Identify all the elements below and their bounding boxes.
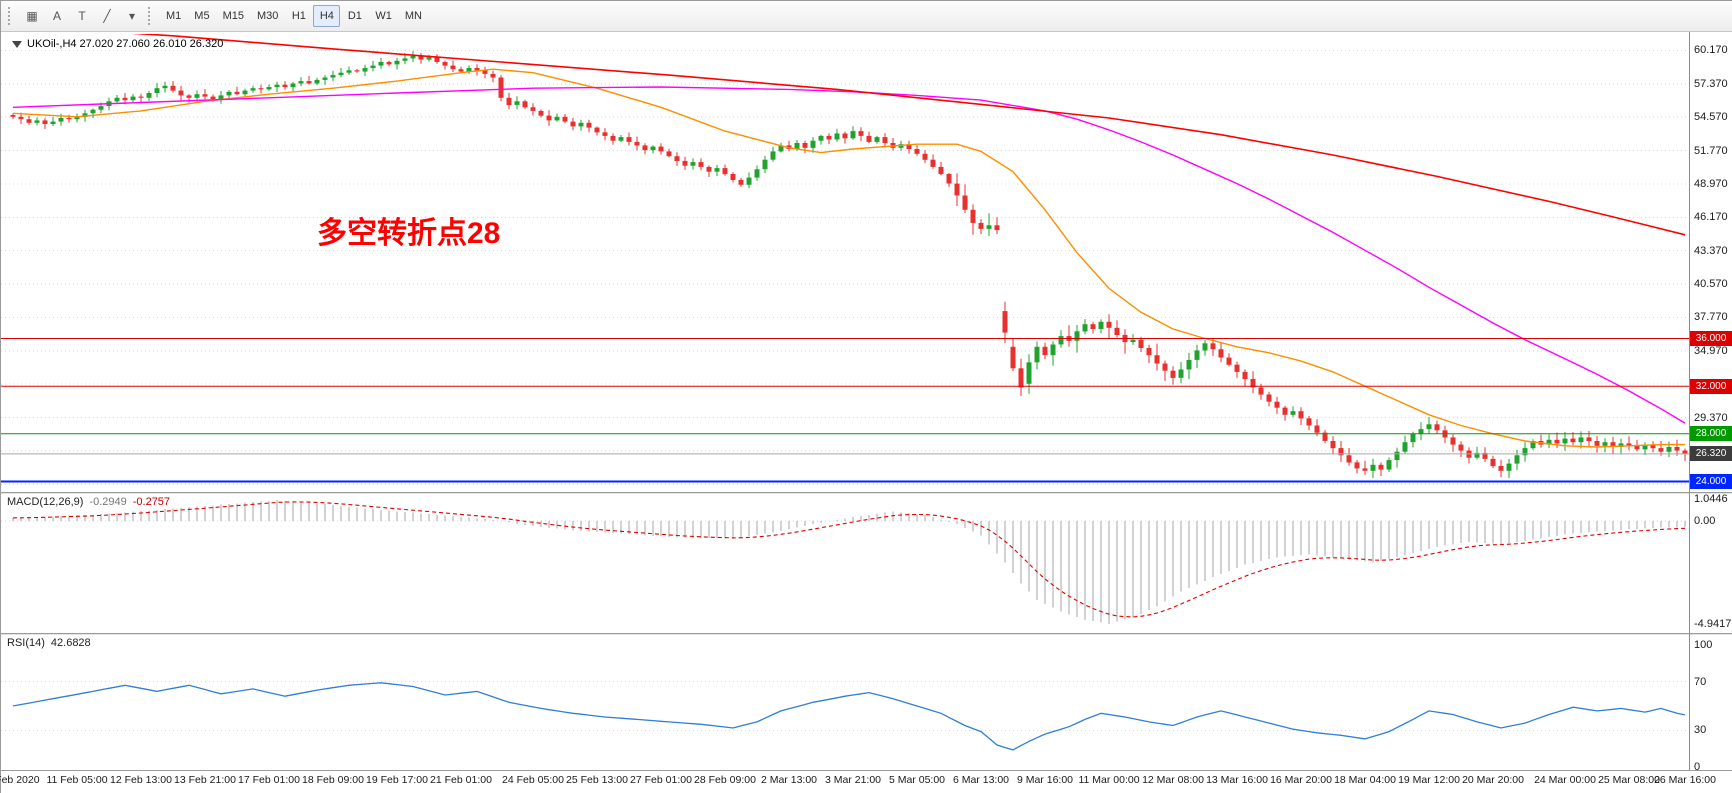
time-axis-label: 19 Feb 17:00	[366, 774, 428, 786]
tool-button-group: ▦ A T ╱ ▾	[20, 5, 144, 27]
pane-separator[interactable]	[1, 633, 1732, 635]
time-axis-label: 5 Mar 05:00	[888, 774, 946, 786]
toolbar-grip[interactable]	[148, 7, 153, 25]
price-axis-label: 46.170	[1694, 211, 1728, 224]
macd-pane[interactable]	[1, 494, 1689, 633]
time-axis-label: 18 Mar 04:00	[1334, 774, 1396, 786]
timeframe-button-m1[interactable]: M1	[166, 10, 182, 22]
time-axis-label: 6 Mar 13:00	[952, 774, 1010, 786]
time-axis-label: 28 Feb 09:00	[694, 774, 756, 786]
time-axis-label: 19 Mar 12:00	[1398, 774, 1460, 786]
time-axis-label: 11 Feb 05:00	[46, 774, 108, 786]
rsi-line	[12, 682, 1686, 751]
macd-name: MACD(12,26,9)	[7, 496, 84, 508]
time-axis-label: 27 Feb 01:00	[630, 774, 692, 786]
grid-icon[interactable]: ▦	[26, 9, 38, 23]
macd-value-main: -0.2949	[89, 496, 127, 508]
macd-axis-label: 1.0446	[1694, 493, 1728, 506]
toolbar: ▦ A T ╱ ▾ M1 M5 M15 M30 H1 H4 D1 W1 MN	[1, 1, 1732, 32]
macd-axis-label: 0.00	[1694, 515, 1716, 527]
price-scale-border	[1689, 32, 1690, 770]
time-axis-separator	[1, 770, 1732, 771]
line-studies-caret-icon[interactable]: ▾	[128, 9, 136, 23]
price-level-badge: 32.000	[1690, 378, 1732, 394]
timeframe-button-m15[interactable]: M15	[222, 10, 244, 22]
time-axis-label: 25 Feb 13:00	[566, 774, 628, 786]
time-axis-label: 2 Mar 13:00	[760, 774, 818, 786]
price-axis-label: 34.970	[1694, 344, 1728, 357]
macd-value-signal: -0.2757	[132, 496, 171, 508]
candlestick-series	[10, 51, 1688, 479]
current-price-badge: 26.320	[1690, 446, 1732, 462]
price-gridlines	[1, 49, 1689, 485]
price-level-badge: 36.000	[1690, 330, 1732, 346]
price-axis-label: 51.770	[1694, 144, 1728, 157]
price-axis-label: 57.370	[1694, 77, 1728, 90]
time-axis-label: 25 Mar 08:00	[1598, 774, 1660, 786]
pane-separator[interactable]	[1, 492, 1732, 494]
price-axis-label: 37.770	[1694, 311, 1728, 324]
timeframe-button-d1[interactable]: D1	[347, 10, 362, 22]
timeframe-button-h1[interactable]: H1	[291, 10, 306, 22]
rsi-indicator-label: RSI(14) 42.6828	[7, 637, 91, 649]
chart-region: UKOil-,H4 27.020 27.060 26.010 26.320 多空…	[0, 32, 1732, 793]
time-axis-label: 13 Mar 16:00	[1206, 774, 1268, 786]
symbol-ohlc-info: UKOil-,H4 27.020 27.060 26.010 26.320	[27, 38, 224, 50]
ma-slow-line	[131, 34, 1686, 236]
ma-medium-line	[12, 86, 1686, 424]
price-axis-label: 60.170	[1694, 44, 1728, 57]
time-axis-label: 20 Mar 20:00	[1462, 774, 1524, 786]
price-axis-label: 54.570	[1694, 111, 1728, 124]
rsi-value: 42.6828	[50, 637, 91, 649]
timeframe-button-mn[interactable]: MN	[404, 10, 422, 22]
time-axis-label: 18 Feb 09:00	[302, 774, 364, 786]
one-click-trading-icon[interactable]	[12, 41, 22, 48]
timeframe-button-m5[interactable]: M5	[194, 10, 210, 22]
time-axis-label: 24 Feb 05:00	[502, 774, 564, 786]
label-tool-icon[interactable]: A	[52, 9, 61, 23]
time-axis-label: 24 Mar 00:00	[1534, 774, 1596, 786]
timeframe-button-w1[interactable]: W1	[375, 10, 392, 22]
time-axis-label: 21 Feb 01:00	[430, 774, 492, 786]
main-chart-pane[interactable]	[1, 34, 1689, 492]
price-axis-label: 40.570	[1694, 278, 1728, 291]
rsi-axis-label: 100	[1694, 639, 1713, 651]
rsi-axis-label: 70	[1694, 675, 1707, 688]
price-axis-label: 43.370	[1694, 244, 1728, 257]
chart-text-annotation: 多空转折点28	[317, 217, 501, 250]
time-axis-label: 13 Feb 21:00	[174, 774, 236, 786]
time-axis-label: 9 Mar 16:00	[1016, 774, 1074, 786]
rsi-axis-label: 0	[1694, 761, 1701, 773]
rsi-name: RSI(14)	[7, 637, 45, 649]
toolbar-grip[interactable]	[8, 7, 13, 25]
line-studies-icon[interactable]: ╱	[103, 9, 111, 23]
timeframe-button-group: M1 M5 M15 M30 H1 H4 D1 W1 MN	[160, 5, 428, 27]
time-axis-label: 9 Feb 2020	[0, 774, 40, 786]
text-tool-icon[interactable]: T	[78, 9, 86, 23]
macd-signal-line	[12, 501, 1686, 618]
rsi-axis-label: 30	[1694, 724, 1707, 737]
macd-axis-label: -4.9417	[1694, 617, 1732, 630]
rsi-pane[interactable]	[1, 635, 1689, 770]
timeframe-button-m30[interactable]: M30	[256, 10, 279, 22]
time-axis-label: 17 Feb 01:00	[238, 774, 300, 786]
price-axis-label: 48.970	[1694, 177, 1728, 190]
macd-histogram	[12, 500, 1686, 624]
timeframe-button-h4[interactable]: H4	[313, 5, 341, 27]
time-axis-label: 12 Feb 13:00	[110, 774, 172, 786]
time-axis-label: 16 Mar 20:00	[1270, 774, 1332, 786]
time-axis-label: 26 Mar 16:00	[1654, 774, 1716, 786]
ma-fast-line	[12, 68, 1685, 448]
macd-indicator-label: MACD(12,26,9) -0.2949 -0.2757	[7, 496, 170, 508]
time-axis-label: 12 Mar 08:00	[1142, 774, 1204, 786]
price-axis-label: 29.370	[1694, 411, 1728, 424]
price-level-badge: 24.000	[1690, 474, 1732, 489]
time-axis-label: 3 Mar 21:00	[824, 774, 882, 786]
time-axis-label: 11 Mar 00:00	[1078, 774, 1140, 786]
price-level-badge: 28.000	[1690, 426, 1732, 442]
